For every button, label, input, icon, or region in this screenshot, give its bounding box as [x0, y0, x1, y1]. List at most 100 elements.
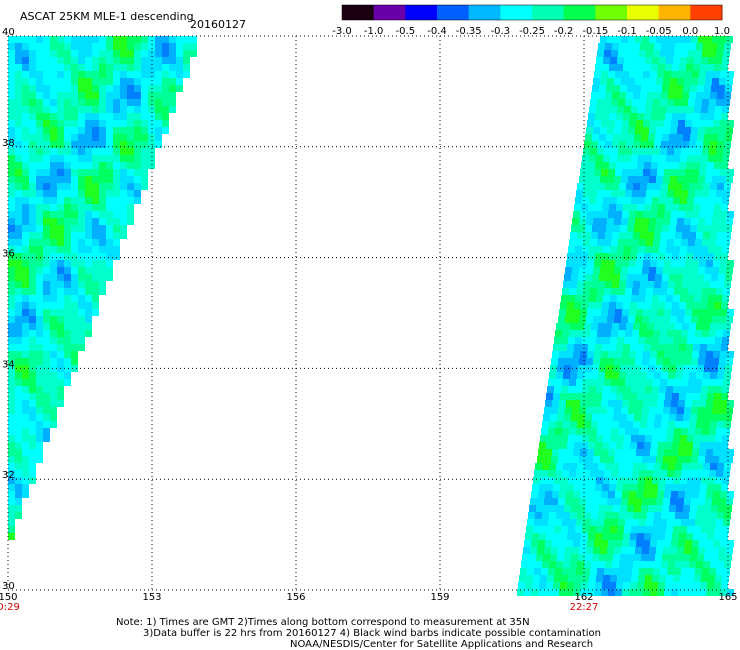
east-swath-cell: [540, 575, 547, 582]
east-swath-cell: [640, 183, 647, 190]
east-swath-cell: [615, 211, 622, 218]
east-swath-cell: [544, 547, 551, 554]
east-swath-cell: [579, 456, 586, 463]
west-swath-cell: [57, 204, 64, 211]
colorbar-segment: [627, 5, 660, 20]
east-swath-cell: [612, 232, 619, 239]
east-swath-cell: [726, 498, 733, 505]
east-swath-cell: [589, 526, 596, 533]
east-swath-cell: [604, 379, 611, 386]
east-swath-cell: [622, 169, 629, 176]
east-swath-cell: [638, 526, 645, 533]
west-swath-cell: [85, 113, 92, 120]
west-swath-cell: [99, 204, 106, 211]
east-swath-cell: [644, 442, 651, 449]
east-swath-cell: [646, 568, 653, 575]
east-swath-cell: [628, 267, 635, 274]
east-swath-cell: [720, 260, 727, 267]
east-swath-cell: [719, 36, 726, 43]
west-swath-cell: [57, 225, 64, 232]
east-swath-cell: [641, 554, 648, 561]
east-swath-cell: [576, 288, 583, 295]
west-swath-cell: [78, 134, 85, 141]
east-swath-cell: [604, 428, 611, 435]
west-swath-cell: [50, 351, 57, 358]
east-swath-cell: [645, 386, 652, 393]
west-swath-cell: [8, 505, 15, 512]
west-swath-cell: [8, 148, 15, 155]
east-swath-cell: [702, 428, 709, 435]
east-swath-cell: [710, 561, 717, 568]
east-swath-cell: [678, 309, 685, 316]
east-swath-cell: [648, 274, 655, 281]
east-swath-cell: [707, 344, 714, 351]
west-swath-cell: [64, 218, 71, 225]
west-swath-cell: [15, 309, 22, 316]
east-swath-cell: [660, 568, 667, 575]
west-swath-cell: [43, 36, 50, 43]
east-swath-cell: [671, 309, 678, 316]
east-swath-cell: [567, 533, 574, 540]
west-swath-cell: [176, 43, 183, 50]
west-swath-cell: [50, 295, 57, 302]
east-swath-cell: [720, 449, 727, 456]
west-swath-cell: [134, 92, 141, 99]
east-swath-cell: [625, 470, 632, 477]
west-swath-cell: [85, 99, 92, 106]
west-swath-cell: [64, 253, 71, 260]
west-swath-cell: [120, 183, 127, 190]
west-swath-cell: [8, 183, 15, 190]
east-swath-cell: [649, 456, 656, 463]
east-swath-cell: [636, 400, 643, 407]
west-swath-cell: [92, 253, 99, 260]
west-swath-cell: [127, 43, 134, 50]
east-swath-cell: [573, 449, 580, 456]
west-swath-cell: [8, 526, 15, 533]
east-swath-cell: [618, 568, 625, 575]
east-swath-cell: [697, 274, 704, 281]
east-swath-cell: [585, 505, 592, 512]
east-swath-cell: [552, 589, 559, 596]
east-swath-cell: [601, 309, 608, 316]
east-swath-cell: [555, 379, 562, 386]
west-swath-cell: [22, 442, 29, 449]
west-swath-cell: [50, 288, 57, 295]
east-swath-cell: [702, 379, 709, 386]
east-swath-cell: [612, 43, 619, 50]
east-swath-cell: [727, 491, 734, 498]
east-swath-cell: [665, 64, 672, 71]
east-swath-cell: [670, 36, 677, 43]
west-swath-cell: [8, 50, 15, 57]
east-swath-cell: [625, 330, 632, 337]
east-swath-cell: [554, 435, 561, 442]
east-swath-cell: [578, 274, 585, 281]
east-swath-cell: [627, 365, 634, 372]
east-swath-cell: [610, 295, 617, 302]
west-swath-cell: [22, 372, 29, 379]
east-swath-cell: [587, 351, 594, 358]
west-swath-cell: [57, 288, 64, 295]
east-swath-cell: [637, 113, 644, 120]
east-swath-cell: [632, 190, 639, 197]
east-swath-cell: [657, 169, 664, 176]
east-swath-cell: [608, 351, 615, 358]
east-swath-cell: [569, 288, 576, 295]
west-swath-cell: [43, 246, 50, 253]
east-swath-cell: [613, 505, 620, 512]
east-swath-cell: [598, 561, 605, 568]
west-swath-cell: [106, 99, 113, 106]
east-swath-cell: [648, 505, 655, 512]
east-swath-cell: [615, 351, 622, 358]
east-swath-cell: [575, 575, 582, 582]
east-swath-cell: [721, 204, 728, 211]
west-swath-cell: [141, 120, 148, 127]
east-swath-cell: [592, 274, 599, 281]
east-swath-cell: [649, 316, 656, 323]
east-swath-cell: [672, 344, 679, 351]
west-swath-cell: [134, 155, 141, 162]
east-swath-cell: [658, 533, 665, 540]
east-swath-cell: [639, 519, 646, 526]
west-swath-cell: [8, 288, 15, 295]
west-swath-cell: [57, 323, 64, 330]
east-swath-cell: [572, 218, 579, 225]
